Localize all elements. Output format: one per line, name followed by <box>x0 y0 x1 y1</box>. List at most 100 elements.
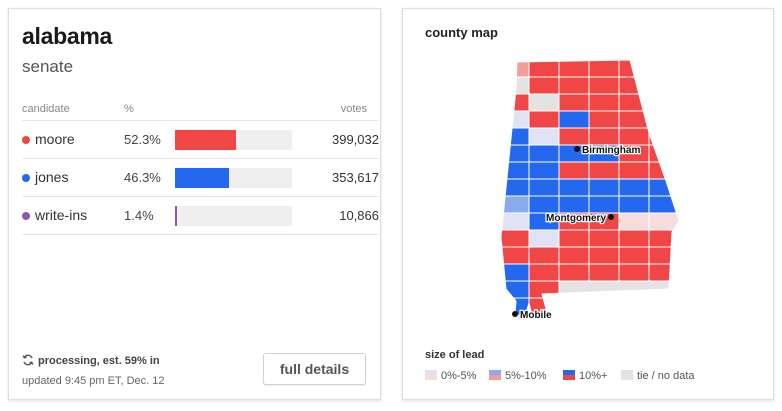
county[interactable] <box>618 229 650 248</box>
county[interactable] <box>558 246 590 265</box>
county[interactable] <box>528 246 560 265</box>
party-dot <box>22 174 30 182</box>
county[interactable] <box>588 246 620 265</box>
county[interactable] <box>618 76 650 95</box>
county[interactable] <box>648 229 679 248</box>
city-label: Mobile <box>520 310 552 321</box>
county[interactable] <box>499 144 530 163</box>
county[interactable] <box>558 263 590 282</box>
county[interactable] <box>648 144 679 163</box>
county[interactable] <box>618 127 650 146</box>
county[interactable] <box>648 178 679 197</box>
vote-share-fill <box>175 206 177 226</box>
candidate-votes: 399,032 <box>332 132 379 147</box>
county[interactable] <box>588 76 620 95</box>
county[interactable] <box>618 263 650 282</box>
county[interactable] <box>588 195 620 214</box>
county[interactable] <box>528 178 560 197</box>
map-card: county map Birmingham Montgomery Mobile … <box>402 8 774 400</box>
county[interactable] <box>618 212 650 231</box>
county[interactable] <box>499 280 530 299</box>
county[interactable] <box>528 280 560 299</box>
county[interactable] <box>499 76 530 95</box>
county[interactable] <box>588 178 620 197</box>
county[interactable] <box>588 110 620 129</box>
city-marker <box>512 311 518 317</box>
county[interactable] <box>588 161 620 180</box>
county[interactable] <box>528 60 560 78</box>
candidate-row-jones: jones 46.3% 353,617 <box>22 158 379 196</box>
county[interactable] <box>558 93 590 112</box>
county[interactable] <box>648 76 679 95</box>
candidate-column-header: candidate <box>22 103 70 115</box>
legend-swatch <box>489 370 501 380</box>
county[interactable] <box>648 93 679 112</box>
county[interactable] <box>648 110 679 129</box>
county[interactable] <box>499 60 530 78</box>
results-card: alabama senate candidate % votes moore 5… <box>8 8 381 400</box>
county[interactable] <box>528 127 560 146</box>
county[interactable] <box>528 263 560 282</box>
county[interactable] <box>648 246 679 265</box>
candidate-row-moore: moore 52.3% 399,032 <box>22 120 379 158</box>
county[interactable] <box>618 110 650 129</box>
candidate-percent: 52.3% <box>124 132 161 147</box>
vote-share-bar <box>175 206 292 226</box>
party-dot <box>22 212 30 220</box>
county[interactable] <box>528 93 560 112</box>
county[interactable] <box>528 161 560 180</box>
legend-item-10-plus: 10%+ <box>563 370 607 382</box>
county[interactable] <box>528 229 560 248</box>
county[interactable] <box>618 195 650 214</box>
county[interactable] <box>648 263 679 282</box>
county[interactable] <box>558 195 590 214</box>
county[interactable] <box>588 127 620 146</box>
city-marker <box>574 146 580 152</box>
processing-status: processing, est. 59% in <box>22 354 160 367</box>
county[interactable] <box>558 229 590 248</box>
updated-timestamp: updated 9:45 pm ET, Dec. 12 <box>22 375 165 387</box>
county[interactable] <box>528 195 560 214</box>
county[interactable] <box>558 110 590 129</box>
map-title: county map <box>425 25 498 40</box>
county[interactable] <box>588 263 620 282</box>
county[interactable] <box>648 127 679 146</box>
county[interactable] <box>648 60 679 78</box>
county[interactable] <box>618 93 650 112</box>
county[interactable] <box>528 144 560 163</box>
county[interactable] <box>558 127 590 146</box>
county[interactable] <box>558 161 590 180</box>
county[interactable] <box>499 161 530 180</box>
legend-label: tie / no data <box>637 370 695 382</box>
city-montgomery: Montgomery <box>545 212 614 225</box>
candidate-name: moore <box>35 131 75 147</box>
legend-item-0-5: 0%-5% <box>425 370 476 382</box>
candidate-name: write-ins <box>35 207 88 223</box>
county[interactable] <box>499 178 530 197</box>
county[interactable] <box>618 246 650 265</box>
legend-label: 10%+ <box>579 370 608 382</box>
full-details-button[interactable]: full details <box>263 353 366 385</box>
county[interactable] <box>588 93 620 112</box>
county[interactable] <box>648 195 679 214</box>
county[interactable] <box>588 229 620 248</box>
city-marker <box>608 214 614 220</box>
legend-title: size of lead <box>425 349 485 361</box>
candidate-name: jones <box>35 169 69 185</box>
county[interactable] <box>528 110 560 129</box>
city-label: Montgomery <box>546 213 606 224</box>
county[interactable] <box>499 127 530 146</box>
legend-label: 5%-10% <box>505 370 547 382</box>
candidate-votes: 10,866 <box>339 208 379 223</box>
refresh-icon <box>22 354 34 366</box>
county[interactable] <box>558 76 590 95</box>
county[interactable] <box>528 76 560 95</box>
county[interactable] <box>588 60 620 78</box>
county[interactable] <box>558 178 590 197</box>
county-map[interactable]: Birmingham Montgomery Mobile <box>403 49 773 339</box>
city-label: Birmingham <box>582 145 640 156</box>
county[interactable] <box>558 60 590 78</box>
county[interactable] <box>618 178 650 197</box>
county[interactable] <box>618 161 650 180</box>
county[interactable] <box>499 229 530 248</box>
